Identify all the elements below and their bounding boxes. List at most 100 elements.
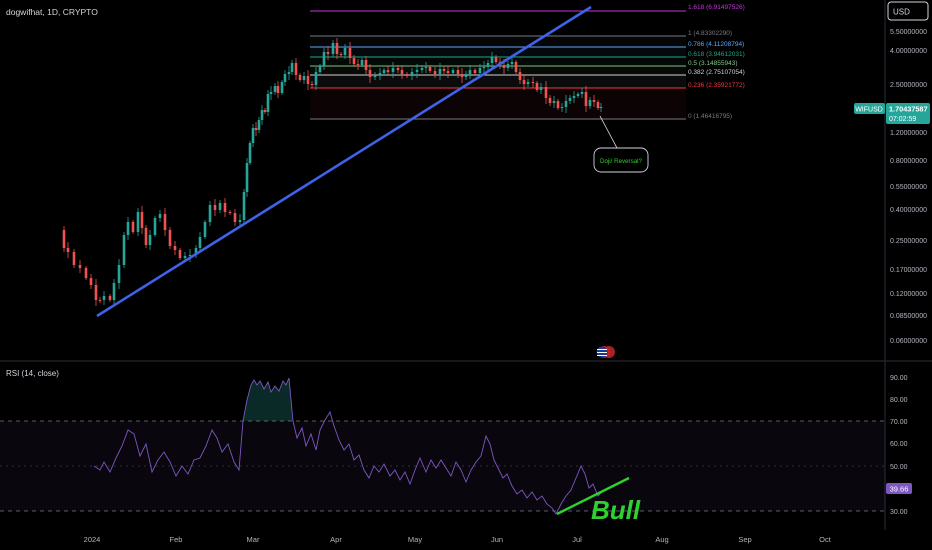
candle-body	[552, 101, 556, 103]
candle-body	[273, 86, 277, 92]
fib-zone	[310, 36, 686, 47]
candle-body	[382, 70, 386, 73]
candle-body	[173, 246, 177, 250]
rsi-value: 39.66	[890, 485, 909, 494]
price-tick-label: 0.55000000	[890, 184, 927, 191]
candle-body	[506, 64, 510, 68]
candle-body	[302, 76, 306, 80]
currency-button[interactable]	[887, 1, 929, 21]
candle-body	[298, 75, 302, 80]
candle-body	[318, 66, 322, 72]
candle-body	[322, 52, 326, 66]
candle-body	[535, 83, 539, 90]
candle-body	[98, 300, 102, 301]
candle-body	[233, 213, 237, 222]
candle-body	[486, 63, 490, 67]
candle-body	[218, 203, 222, 210]
candle-body	[112, 283, 116, 300]
bull-annotation: Bull	[591, 495, 641, 525]
candle-body	[438, 69, 442, 74]
candle-body	[424, 67, 428, 68]
events-flag-icon[interactable]	[596, 346, 616, 358]
fib-level-label: 1.618 (6.91497526)	[688, 4, 745, 11]
candle-body	[257, 120, 261, 130]
rsi-tick-label: 70.00	[890, 419, 908, 426]
candle-body	[78, 265, 82, 268]
symbol-badge-text: WIFUSD	[855, 107, 883, 114]
candle-body	[446, 71, 450, 73]
candle-body	[117, 265, 121, 283]
candle-body	[356, 64, 360, 65]
rsi-tick-label: 50.00	[890, 464, 908, 471]
time-tick-label: Apr	[330, 535, 342, 544]
candle-body	[348, 48, 352, 58]
candle-body	[148, 235, 152, 245]
candle-body	[183, 256, 187, 258]
candle-body	[331, 43, 335, 54]
candle-body	[522, 80, 526, 84]
bull-divergence-line[interactable]	[556, 476, 630, 516]
fib-level-label: 0.236 (2.35921772)	[688, 82, 745, 89]
callout-box[interactable]	[593, 147, 649, 173]
rsi-overbought-fill	[243, 378, 293, 421]
candle-body	[490, 57, 494, 63]
candle-body	[568, 98, 572, 101]
candle-body	[260, 110, 264, 120]
candle-body	[158, 214, 162, 218]
candle-body	[290, 63, 294, 72]
candle-body	[136, 212, 140, 232]
candle-body	[94, 285, 98, 300]
candle-body	[269, 92, 273, 94]
fib-level-label: 1 (4.83302290)	[688, 30, 732, 37]
chart-title: dogwifhat, 1D, CRYPTO	[6, 7, 98, 17]
time-tick-label: Sep	[738, 535, 751, 544]
fib-labels: 1.618 (6.91497526) 1 (4.83302290) 0.786 (4…	[688, 4, 745, 120]
candle-body	[131, 222, 135, 232]
candle-body	[102, 296, 106, 300]
candle-body	[203, 222, 207, 237]
candle-body	[178, 250, 182, 258]
candle-body	[66, 248, 70, 252]
candle-body	[494, 57, 498, 62]
price-tick-label: 0.25000000	[890, 238, 927, 245]
rsi-axis[interactable]: 90.00 80.00 70.00 60.00 50.00 30.00	[890, 375, 908, 516]
price-tick-label: 0.08500000	[890, 313, 927, 320]
price-badge[interactable]	[886, 103, 930, 124]
price-axis[interactable]: 5.50000000 4.00000000 2.50000000 1.20000000…	[890, 29, 927, 345]
candle-body	[482, 67, 486, 68]
candle-body	[539, 87, 543, 90]
trend-line[interactable]	[96, 5, 592, 318]
candle-body	[502, 65, 506, 68]
candle-body	[592, 100, 596, 102]
fib-level-label: 0 (1.46416795)	[688, 113, 732, 120]
fib-retracement[interactable]	[310, 10, 686, 120]
candle-body	[531, 82, 535, 83]
price-tick-label: 4.00000000	[890, 48, 927, 55]
candle-body	[72, 252, 76, 265]
time-tick-label: Aug	[655, 535, 668, 544]
candle-body	[276, 86, 280, 93]
candle-body	[420, 68, 424, 70]
candle-body	[456, 70, 460, 74]
candle-body	[339, 54, 343, 55]
candle-body	[428, 67, 432, 71]
candle-body	[588, 100, 592, 106]
candle-body	[360, 60, 364, 65]
candle-body	[263, 110, 267, 112]
candle-body	[248, 143, 252, 163]
price-tick-label: 0.80000000	[890, 158, 927, 165]
fib-zone	[310, 75, 686, 88]
time-axis[interactable]: 2024 Feb Mar Apr May Jun Jul Aug Sep Oct	[84, 535, 832, 544]
candle-body	[238, 220, 242, 222]
price-tick-label: 5.50000000	[890, 29, 927, 36]
candle-body	[460, 74, 464, 77]
candle-body	[464, 74, 468, 77]
candle-body	[584, 92, 588, 106]
candle-body	[433, 71, 437, 74]
fib-level-label: 0.618 (3.94612031)	[688, 51, 745, 58]
candle-body	[335, 43, 339, 54]
candle-body	[168, 230, 172, 246]
symbol-badge[interactable]	[854, 103, 885, 114]
candle-body	[596, 102, 600, 108]
